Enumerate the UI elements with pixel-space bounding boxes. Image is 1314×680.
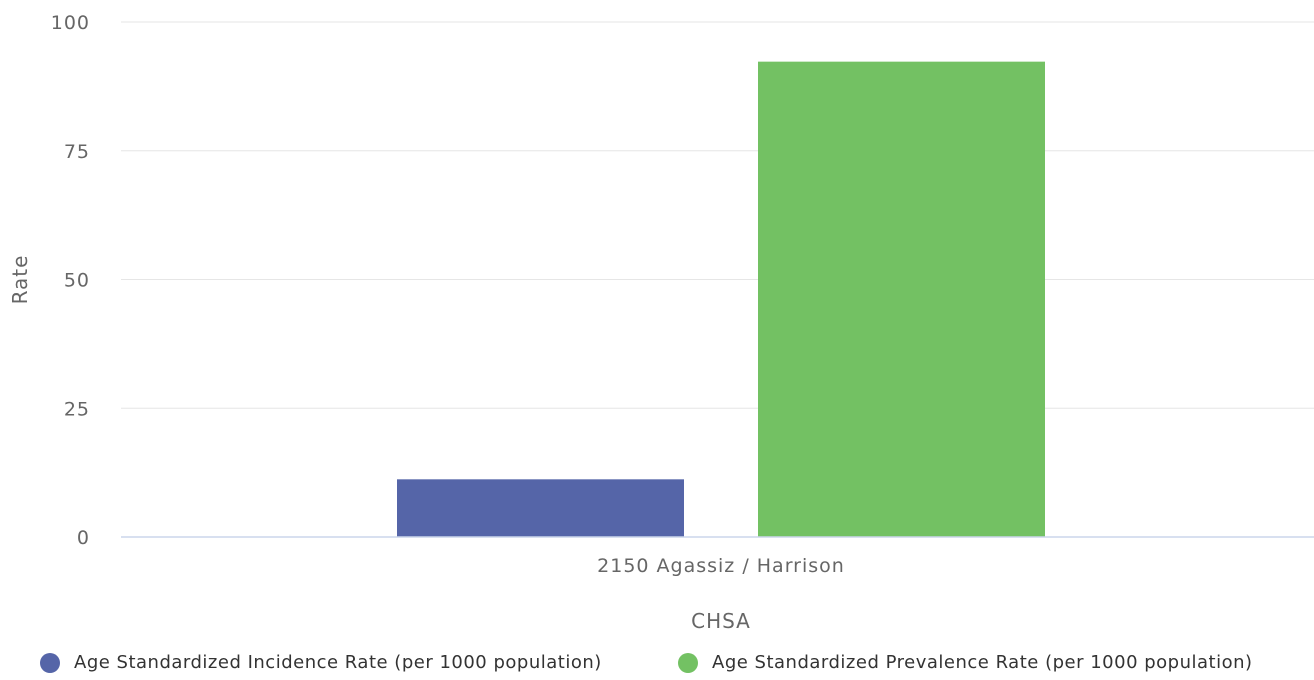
- legend-prevalence-label: Age Standardized Prevalence Rate (per 10…: [712, 652, 1253, 673]
- bar-prevalence[interactable]: [758, 61, 1045, 537]
- y-tick-label: 25: [64, 398, 90, 420]
- legend-prevalence-dot-icon: [678, 652, 698, 673]
- y-tick-label: 75: [64, 141, 90, 163]
- legend-incidence-label: Age Standardized Incidence Rate (per 100…: [74, 652, 602, 673]
- bars: [397, 61, 1045, 537]
- y-tick-label: 100: [51, 12, 90, 34]
- legend-item-prevalence[interactable]: Age Standardized Prevalence Rate (per 10…: [678, 652, 1253, 673]
- y-tick-label: 50: [64, 270, 90, 292]
- y-tick-labels: 0 25 50 75 100: [51, 12, 90, 549]
- gridlines: [121, 21, 1314, 409]
- bar-incidence[interactable]: [397, 479, 684, 537]
- x-category-label: 2150 Agassiz / Harrison: [597, 555, 845, 577]
- y-tick-label: 0: [77, 527, 90, 549]
- legend-item-incidence[interactable]: Age Standardized Incidence Rate (per 100…: [40, 652, 602, 673]
- legend-incidence-dot-icon: [40, 652, 60, 673]
- y-axis-title: Rate: [8, 255, 32, 305]
- legend: Age Standardized Incidence Rate (per 100…: [0, 652, 1314, 680]
- x-axis-title: CHSA: [691, 609, 751, 633]
